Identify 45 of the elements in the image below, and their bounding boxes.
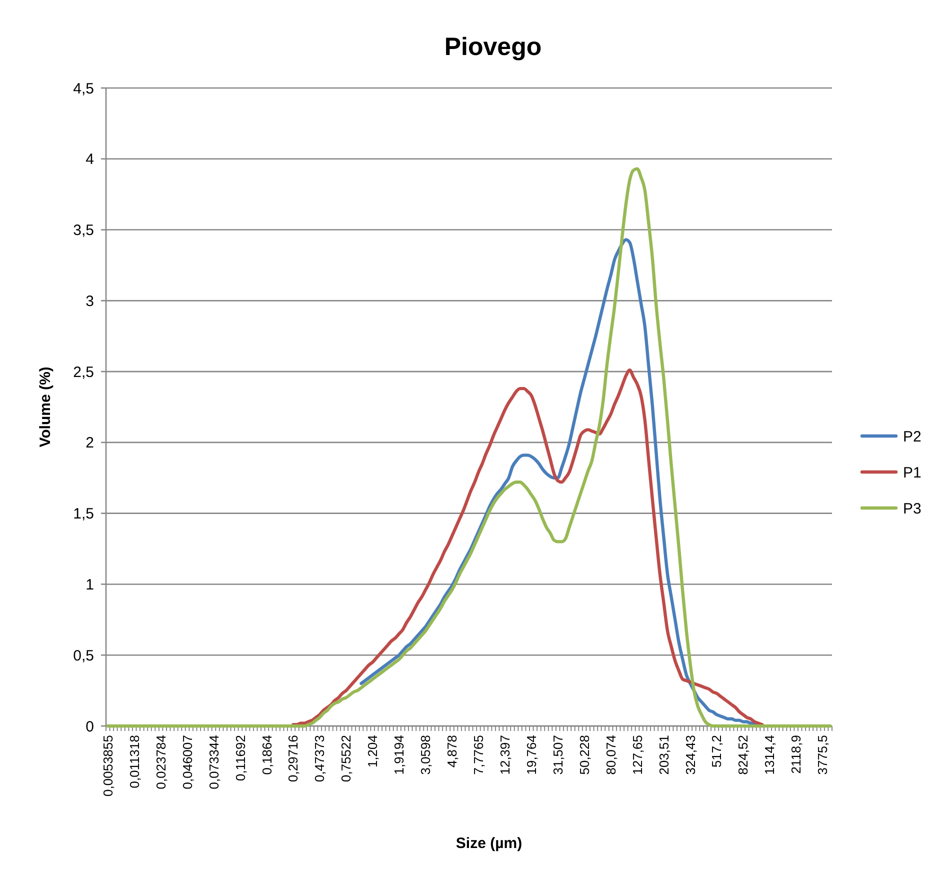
legend-label: P2 [903, 428, 922, 446]
x-tick-label: 3775,5 [815, 735, 830, 775]
x-tick-label: 0,75522 [338, 735, 354, 782]
x-tick-label: 203,51 [656, 735, 672, 775]
x-tick-label: 824,52 [736, 735, 751, 775]
x-tick-label: 19,764 [524, 735, 539, 775]
y-tick-label: 4 [86, 151, 94, 168]
x-tick-label: 0,023784 [153, 735, 168, 790]
y-tick-label: 0,5 [73, 647, 94, 664]
x-tick-label: 1314,4 [762, 735, 778, 775]
x-tick-label: 50,228 [576, 735, 592, 775]
y-tick-label: 4,5 [73, 80, 94, 98]
x-axis-title: Size (µm) [456, 835, 522, 852]
x-tick-label: 7,7765 [471, 735, 486, 775]
y-tick-label: 3 [86, 292, 94, 310]
x-tick-label: 0,1864 [259, 735, 274, 775]
x-tick-label: 31,507 [550, 735, 566, 775]
x-tick-label: 0,29716 [286, 735, 301, 782]
x-tick-label: 80,074 [603, 735, 618, 775]
x-tick-label: 4,878 [444, 735, 460, 768]
x-tick-label: 3,0598 [418, 735, 434, 775]
x-tick-label: 0,47373 [312, 735, 328, 782]
y-axis-title: Volume (%) [37, 366, 54, 448]
line-series [292, 368, 764, 726]
x-tick-label: 0,0053855 [100, 735, 116, 796]
y-tick-label: 1 [86, 576, 94, 594]
x-tick-label: 0,046007 [180, 735, 195, 790]
y-tick-label: 2,5 [73, 364, 94, 381]
x-tick-label: 0,11692 [232, 735, 248, 782]
y-tick-label: 1,5 [73, 506, 94, 523]
x-tick-label: 127,65 [630, 735, 645, 775]
x-tick-label: 2118,9 [788, 735, 804, 774]
x-tick-label: 12,397 [497, 735, 512, 775]
x-tick-label: 1,9194 [392, 735, 407, 775]
x-tick-label: 0,011318 [126, 735, 142, 788]
legend-label: P1 [903, 464, 922, 482]
y-tick-label: 0 [86, 718, 94, 736]
y-tick-label: 2 [86, 434, 94, 452]
x-tick-label: 0,073344 [206, 735, 222, 790]
x-tick-label: 517,2 [709, 735, 724, 768]
x-tick-label: 324,43 [682, 735, 698, 775]
legend-label: P3 [903, 500, 922, 518]
x-tick-label: 1,204 [365, 735, 380, 768]
y-tick-label: 3,5 [73, 222, 94, 240]
chart-title: Piovego [444, 33, 542, 61]
